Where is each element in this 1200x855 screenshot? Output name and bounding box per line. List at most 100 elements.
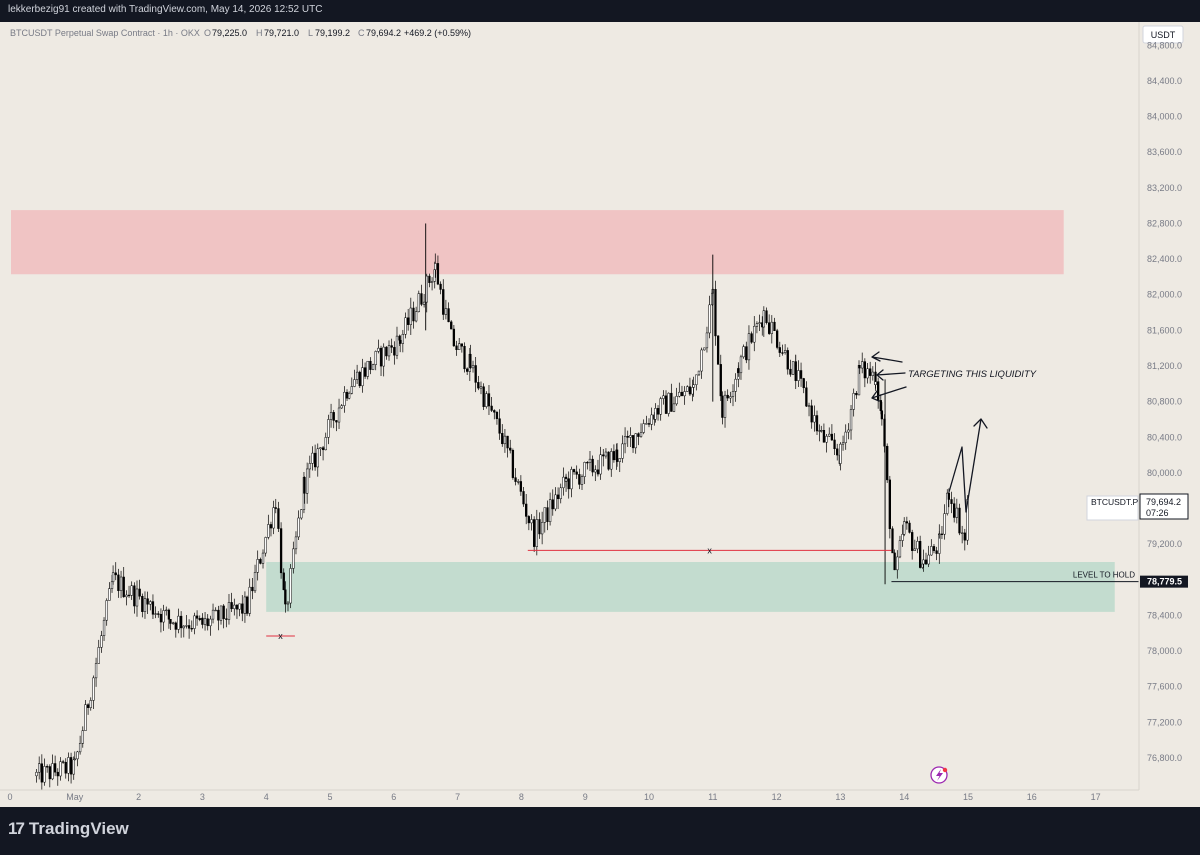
candle-body: [297, 517, 300, 538]
candle-body: [578, 474, 581, 485]
candle-body: [447, 308, 450, 323]
time-tick: 15: [963, 792, 973, 802]
candle-body: [387, 345, 391, 357]
candle-body: [439, 283, 442, 290]
candle-body: [313, 452, 317, 468]
candle-body: [799, 370, 803, 379]
candle-body: [879, 400, 882, 411]
candle-body: [626, 435, 629, 438]
candle-body: [916, 541, 919, 550]
candle-body: [363, 367, 367, 377]
candle-body: [67, 757, 70, 774]
candle-body: [343, 391, 346, 406]
tradingview-logo-icon: 17: [8, 819, 25, 838]
legend-ohlc: O 79,225.0 H 79,721.0 L 79,199.2 C 79,69…: [204, 28, 471, 38]
candle-body: [737, 368, 740, 374]
arrow-drawing[interactable]: [871, 386, 907, 402]
liquidity-x-marker: x: [707, 545, 712, 555]
candle-body: [602, 454, 605, 457]
candle-body: [607, 451, 610, 470]
candles: [35, 223, 969, 790]
candle-body: [896, 556, 899, 571]
candle-body: [235, 604, 239, 610]
supply-zone[interactable]: [11, 210, 1064, 275]
candle-body: [789, 368, 792, 375]
candle-body: [119, 576, 123, 591]
candle-body: [272, 507, 275, 529]
candle-body: [329, 412, 333, 420]
candle-body: [815, 415, 819, 432]
price-tick: 77,600.0: [1147, 682, 1182, 692]
candle-body: [450, 321, 453, 330]
arrow-drawing[interactable]: [876, 369, 906, 381]
candle-body: [750, 333, 753, 343]
candle-body: [332, 412, 335, 421]
candle-body: [572, 469, 576, 473]
candle-body: [729, 396, 732, 399]
candle-body: [888, 479, 891, 529]
candle-body: [72, 759, 75, 775]
candle-body: [38, 763, 41, 773]
candle-body: [810, 405, 813, 423]
arrow-drawing[interactable]: [948, 418, 988, 513]
candle-body: [182, 625, 185, 629]
currency-badge[interactable]: [1142, 25, 1184, 44]
candle-body: [551, 499, 554, 510]
candle-body: [125, 594, 128, 598]
candle-body: [253, 572, 257, 592]
chart-frame[interactable]: BTCUSDT Perpetual Swap Contract · 1h · O…: [0, 22, 1200, 807]
candle-body: [165, 609, 168, 612]
candle-body: [479, 386, 483, 389]
candle-body: [395, 335, 399, 356]
last-price-label: [1139, 493, 1189, 520]
candle-body: [708, 304, 711, 334]
candle-body: [206, 618, 209, 627]
arrow-drawing[interactable]: [871, 351, 903, 363]
candle-body: [495, 411, 499, 419]
candle-body: [527, 516, 530, 524]
candle-body: [871, 371, 874, 376]
candle-body: [361, 367, 364, 387]
candle-body: [762, 310, 765, 328]
candle-body: [913, 548, 916, 551]
candle-body: [830, 433, 834, 441]
candle-body: [639, 432, 643, 437]
price-chart[interactable]: BTCUSDT Perpetual Swap Contract · 1h · O…: [0, 22, 1200, 807]
candle-body: [514, 477, 517, 482]
candle-body: [382, 346, 385, 367]
candle-body: [308, 463, 311, 470]
candle-body: [667, 392, 670, 414]
candle-body: [755, 323, 759, 327]
candle-body: [866, 368, 869, 379]
candle-body: [886, 445, 889, 481]
candle-body: [891, 528, 894, 554]
candle-body: [444, 308, 448, 315]
candle-body: [927, 554, 930, 565]
candle-body: [953, 503, 956, 518]
candle-body: [745, 346, 748, 361]
price-axis[interactable]: 84,800.0 84,400.0 84,000.0 83,600.0 83,200.0…: [1147, 40, 1182, 763]
candle-body: [938, 533, 941, 535]
candle-body: [452, 328, 456, 347]
candle-body: [350, 386, 353, 394]
candle-body: [477, 382, 480, 389]
candle-body: [802, 378, 805, 389]
candle-body: [369, 360, 372, 370]
tradingview-brand[interactable]: 17 TradingView: [8, 819, 129, 839]
lightning-icon[interactable]: [930, 766, 948, 784]
drawings[interactable]: [266, 351, 1139, 637]
liquidity-x-marker: x: [278, 631, 283, 641]
legend-l-label: L: [308, 28, 313, 38]
time-tick: 0: [7, 792, 12, 802]
candle-body: [559, 487, 562, 500]
time-tick: 6: [391, 792, 396, 802]
candle-body: [778, 347, 781, 353]
demand-zone[interactable]: [266, 562, 1115, 612]
candle-body: [466, 368, 469, 372]
time-axis[interactable]: 0 May 2 3 4 5 6 7 8 9 10 11 12 13 14 15 16 17: [7, 792, 1100, 802]
candle-body: [61, 761, 65, 763]
candle-body: [122, 576, 125, 598]
candle-body: [525, 503, 528, 517]
candle-body: [335, 420, 338, 423]
candle-body: [556, 494, 560, 500]
